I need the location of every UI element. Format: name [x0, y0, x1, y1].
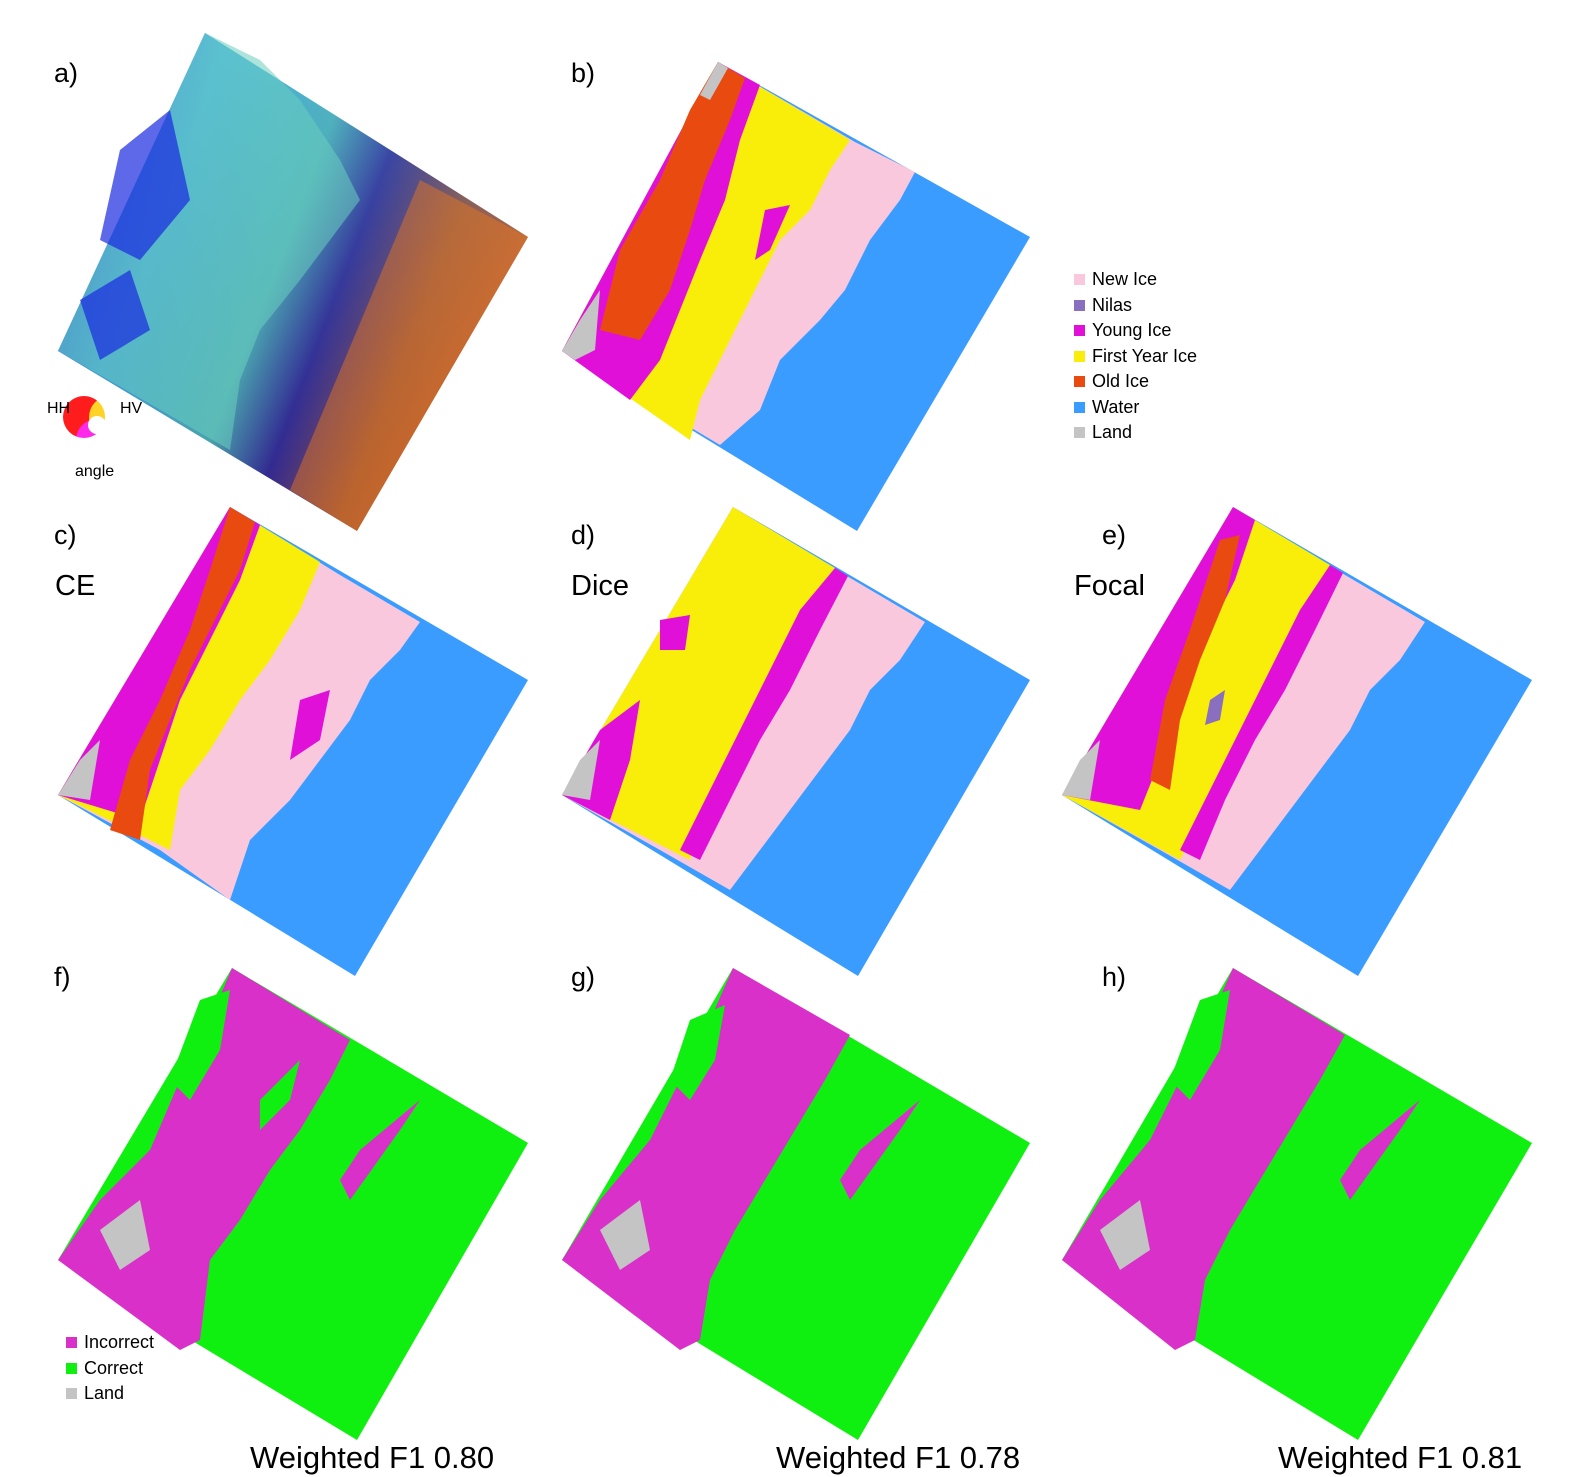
panel-label-g: g) — [571, 962, 596, 992]
sar-image — [58, 33, 528, 531]
legend-swatch — [66, 1388, 77, 1400]
dice-prediction-map — [562, 507, 1030, 976]
panel-label-e: e) — [1102, 520, 1127, 550]
dice-error-map — [562, 968, 1030, 1440]
legend-label: Nilas — [1092, 294, 1133, 315]
legend-swatch — [66, 1362, 77, 1374]
panel-label-b: b) — [571, 58, 596, 88]
legend-item-incorrect: Incorrect — [66, 1330, 154, 1356]
legend-label: Land — [84, 1383, 125, 1403]
panel-label-c: c) — [54, 520, 77, 550]
panel-label-a: a) — [54, 58, 79, 88]
rgb-label-angle: angle — [75, 463, 115, 480]
legend-swatch — [1074, 274, 1085, 286]
ce-prediction-map — [58, 507, 528, 976]
rgb-label-hv: HV — [120, 400, 143, 417]
legend-item-first-year-ice: First Year Ice — [1074, 344, 1197, 370]
legend-label: Correct — [84, 1357, 144, 1378]
legend-label: Young Ice — [1092, 320, 1172, 340]
panel-label-d: d) — [571, 520, 596, 550]
legend-item-new-ice: New Ice — [1074, 267, 1197, 293]
focal-error-map — [1062, 968, 1532, 1440]
legend-label: Land — [1092, 422, 1133, 442]
panel-label-f: f) — [54, 962, 71, 992]
legend-label: Old Ice — [1092, 371, 1150, 391]
legend-item-land: Land — [66, 1381, 154, 1407]
loss-name-focal: Focal — [1074, 570, 1145, 602]
legend-item-water: Water — [1074, 395, 1197, 421]
class-legend: New Ice Nilas Young Ice First Year Ice O… — [1074, 267, 1197, 446]
legend-item-old-ice: Old Ice — [1074, 369, 1197, 395]
rgb-label-hh: HH — [47, 400, 71, 417]
f1-score-ce: Weighted F1 0.80 — [250, 1440, 495, 1475]
legend-swatch — [1074, 427, 1085, 439]
legend-item-young-ice: Young Ice — [1074, 318, 1197, 344]
legend-item-correct: Correct — [66, 1356, 154, 1382]
loss-name-dice: Dice — [571, 570, 630, 602]
legend-swatch — [1074, 350, 1085, 362]
legend-swatch — [1074, 376, 1085, 388]
ground-truth-map — [562, 62, 1030, 531]
loss-name-ce: CE — [55, 570, 96, 602]
legend-item-nilas: Nilas — [1074, 293, 1197, 319]
panel-label-h: h) — [1102, 962, 1127, 992]
rgb-composite-legend — [63, 396, 131, 461]
legend-label: Water — [1092, 396, 1140, 417]
ce-error-map — [58, 968, 528, 1440]
legend-swatch — [66, 1337, 77, 1349]
legend-item-land: Land — [1074, 420, 1197, 446]
legend-swatch — [1074, 401, 1085, 413]
legend-label: Incorrect — [84, 1332, 155, 1352]
legend-label: New Ice — [1092, 269, 1158, 289]
legend-label: First Year Ice — [1092, 345, 1198, 366]
error-legend: Incorrect Correct Land — [66, 1330, 154, 1407]
f1-score-focal: Weighted F1 0.81 — [1278, 1440, 1523, 1475]
legend-swatch — [1074, 299, 1085, 311]
legend-swatch — [1074, 325, 1085, 337]
f1-score-dice: Weighted F1 0.78 — [776, 1440, 1021, 1475]
focal-prediction-map — [1062, 507, 1532, 976]
